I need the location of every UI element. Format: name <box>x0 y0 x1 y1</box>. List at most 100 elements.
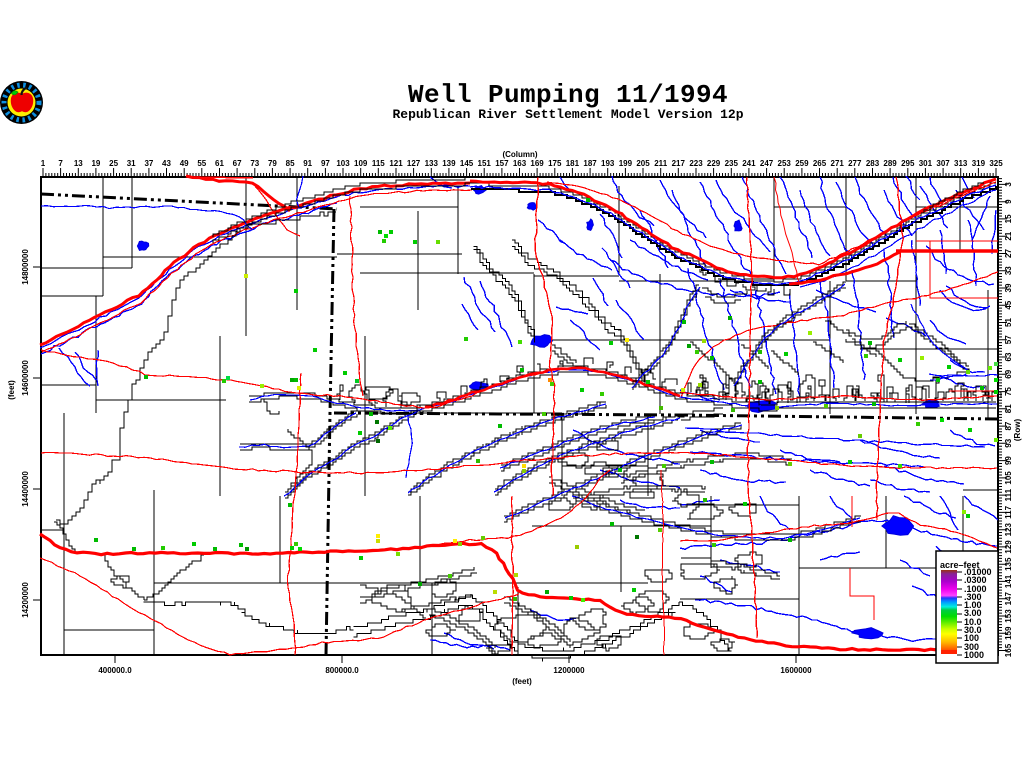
svg-text:121: 121 <box>389 159 403 168</box>
svg-text:37: 37 <box>144 159 153 168</box>
svg-text:43: 43 <box>162 159 171 168</box>
svg-text:100: 100 <box>964 633 979 643</box>
svg-text:800000.0: 800000.0 <box>325 666 359 675</box>
svg-text:21: 21 <box>1004 231 1013 240</box>
svg-text:127: 127 <box>407 159 421 168</box>
svg-text:.01000: .01000 <box>964 567 992 577</box>
svg-text:115: 115 <box>372 159 385 168</box>
svg-text:141: 141 <box>1004 574 1013 588</box>
svg-text:19: 19 <box>91 159 100 168</box>
svg-text:93: 93 <box>1004 438 1013 447</box>
svg-text:129: 129 <box>1004 540 1013 554</box>
svg-text:181: 181 <box>566 159 580 168</box>
svg-text:163: 163 <box>513 159 527 168</box>
svg-text:117: 117 <box>1004 505 1013 518</box>
svg-text:30.0: 30.0 <box>964 625 982 635</box>
svg-text:97: 97 <box>321 159 330 168</box>
svg-text:283: 283 <box>866 159 880 168</box>
svg-text:247: 247 <box>760 159 774 168</box>
svg-text:295: 295 <box>901 159 915 168</box>
svg-text:49: 49 <box>180 159 189 168</box>
svg-text:15: 15 <box>1004 214 1013 223</box>
svg-text:14800000: 14800000 <box>21 249 30 285</box>
svg-text:79: 79 <box>268 159 277 168</box>
svg-text:271: 271 <box>831 159 845 168</box>
svg-text:187: 187 <box>583 159 597 168</box>
svg-text:199: 199 <box>619 159 633 168</box>
svg-text:.1000: .1000 <box>964 584 987 594</box>
svg-text:169: 169 <box>530 159 544 168</box>
svg-text:133: 133 <box>425 159 439 168</box>
svg-text:10.0: 10.0 <box>964 617 982 627</box>
svg-text:139: 139 <box>442 159 456 168</box>
svg-text:109: 109 <box>354 159 368 168</box>
svg-text:111: 111 <box>1004 488 1013 501</box>
svg-text:259: 259 <box>795 159 809 168</box>
svg-text:3.00: 3.00 <box>964 608 982 618</box>
svg-text:105: 105 <box>1004 471 1013 485</box>
svg-text:157: 157 <box>495 159 509 168</box>
svg-text:205: 205 <box>636 159 650 168</box>
svg-text:27: 27 <box>1004 249 1013 258</box>
svg-text:253: 253 <box>778 159 792 168</box>
svg-text:9: 9 <box>1004 199 1013 204</box>
svg-text:289: 289 <box>883 159 897 168</box>
svg-text:211: 211 <box>654 159 667 168</box>
svg-text:31: 31 <box>127 159 136 168</box>
svg-text:123: 123 <box>1004 522 1013 536</box>
svg-text:165: 165 <box>1004 643 1013 657</box>
svg-text:33: 33 <box>1004 266 1013 275</box>
svg-text:241: 241 <box>742 159 756 168</box>
svg-text:145: 145 <box>460 159 474 168</box>
svg-text:57: 57 <box>1004 335 1013 344</box>
svg-text:1.00: 1.00 <box>964 600 982 610</box>
svg-text:acre–feet: acre–feet <box>940 560 980 570</box>
svg-text:14600000: 14600000 <box>21 360 30 396</box>
svg-text:14200000: 14200000 <box>21 582 30 618</box>
svg-text:(feet): (feet) <box>7 380 16 400</box>
svg-text:91: 91 <box>303 159 312 168</box>
svg-text:1000: 1000 <box>964 650 984 660</box>
svg-text:147: 147 <box>1004 591 1013 605</box>
svg-text:153: 153 <box>1004 609 1013 623</box>
svg-text:87: 87 <box>1004 421 1013 430</box>
svg-text:73: 73 <box>250 159 259 168</box>
svg-text:325: 325 <box>989 159 1003 168</box>
svg-text:55: 55 <box>197 159 206 168</box>
svg-text:.300: .300 <box>964 592 982 602</box>
svg-text:217: 217 <box>672 159 686 168</box>
svg-text:99: 99 <box>1004 456 1013 465</box>
svg-text:159: 159 <box>1004 626 1013 640</box>
svg-text:319: 319 <box>972 159 986 168</box>
svg-text:75: 75 <box>1004 387 1013 396</box>
svg-text:301: 301 <box>919 159 933 168</box>
svg-text:235: 235 <box>725 159 739 168</box>
svg-text:265: 265 <box>813 159 827 168</box>
svg-text:300: 300 <box>964 642 979 652</box>
svg-text:61: 61 <box>215 159 224 168</box>
svg-text:25: 25 <box>109 159 118 168</box>
svg-text:151: 151 <box>478 159 492 168</box>
svg-text:1: 1 <box>41 159 46 168</box>
svg-text:223: 223 <box>689 159 703 168</box>
svg-text:63: 63 <box>1004 352 1013 361</box>
svg-text:69: 69 <box>1004 369 1013 378</box>
svg-text:(Column): (Column) <box>502 150 537 159</box>
svg-text:(feet): (feet) <box>512 677 532 686</box>
svg-text:400000.0: 400000.0 <box>98 666 132 675</box>
svg-text:13: 13 <box>74 159 83 168</box>
svg-text:277: 277 <box>848 159 862 168</box>
svg-text:81: 81 <box>1004 404 1013 413</box>
svg-text:7: 7 <box>58 159 63 168</box>
svg-text:.0300: .0300 <box>964 575 987 585</box>
svg-text:45: 45 <box>1004 300 1013 309</box>
svg-text:1200000: 1200000 <box>553 666 585 675</box>
svg-text:103: 103 <box>336 159 350 168</box>
svg-text:307: 307 <box>936 159 950 168</box>
svg-text:135: 135 <box>1004 557 1013 571</box>
svg-text:193: 193 <box>601 159 615 168</box>
svg-text:3: 3 <box>1004 182 1013 187</box>
svg-text:39: 39 <box>1004 283 1013 292</box>
svg-text:1600000: 1600000 <box>780 666 812 675</box>
svg-text:51: 51 <box>1004 318 1013 327</box>
